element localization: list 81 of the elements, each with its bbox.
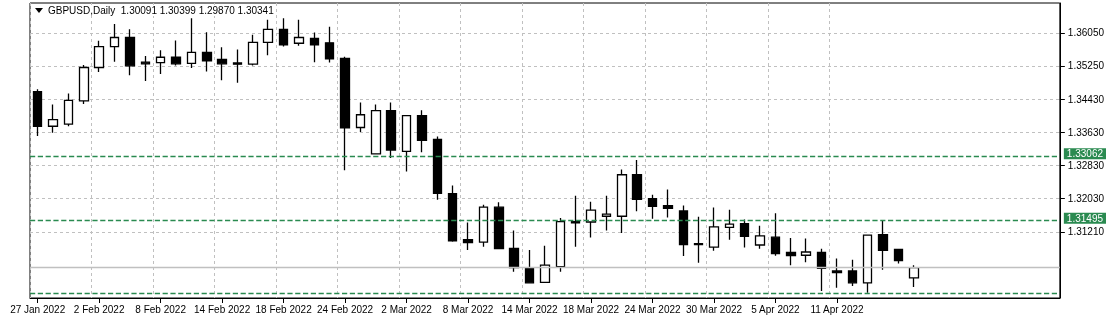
- x-tick-label: 2 Feb 2022: [73, 303, 125, 315]
- x-tick-label: 27 Jan 2022: [10, 303, 66, 315]
- candlestick: [309, 31, 320, 63]
- candlestick: [847, 259, 858, 287]
- candlestick: [831, 257, 843, 289]
- x-tick-label: 24 Mar 2022: [624, 303, 682, 315]
- candlestick: [770, 212, 781, 257]
- x-tick-label: 14 Mar 2022: [501, 303, 559, 315]
- y-tick-label: 1.31210: [1067, 226, 1105, 238]
- x-tick-label: 2 Mar 2022: [381, 303, 433, 315]
- candlestick: [47, 103, 59, 134]
- candlestick: [355, 101, 366, 133]
- candlestick: [862, 234, 873, 294]
- candlestick: [724, 209, 735, 241]
- candlestick: [800, 237, 812, 263]
- candlestick: [216, 46, 228, 81]
- candlestick: [616, 168, 628, 234]
- x-tick-label: 11 Apr 2022: [810, 303, 864, 315]
- candlestick: [478, 204, 489, 248]
- candlestick: [63, 92, 74, 127]
- candlestick: [631, 159, 643, 212]
- candlestick: [570, 195, 581, 248]
- x-tick-label: 24 Feb 2022: [317, 303, 374, 315]
- chart-title: GBPUSD,Daily 1.30091 1.30399 1.29870 1.30341: [48, 5, 274, 16]
- candlestick: [78, 64, 90, 105]
- candlestick: [555, 217, 566, 273]
- y-tick-label: 1.33630: [1067, 126, 1105, 138]
- candlestick: [585, 201, 597, 239]
- candlestick: [785, 237, 797, 266]
- candlestick: [432, 135, 443, 201]
- y-tick-label: 1.36050: [1067, 27, 1105, 39]
- candlestick: [739, 218, 750, 249]
- candlestick: [462, 221, 474, 251]
- candlestick: [232, 48, 243, 84]
- candlestick: [877, 220, 889, 271]
- candlestick: [816, 248, 827, 292]
- candlestick: [524, 249, 535, 284]
- candlestick: [155, 49, 166, 75]
- candlestick: [539, 245, 551, 284]
- candlestick: [401, 114, 412, 173]
- candlestick: [278, 17, 289, 48]
- candlestick: [186, 17, 197, 69]
- candlestick: [93, 40, 105, 73]
- candlestick: [170, 39, 182, 67]
- y-tick-label: 1.32830: [1067, 159, 1105, 171]
- x-tick-label: 8 Mar 2022: [442, 303, 494, 315]
- candlestick: [385, 101, 397, 159]
- candlestick: [708, 206, 720, 252]
- x-tick-label: 14 Feb 2022: [194, 303, 251, 315]
- candlestick: [124, 28, 136, 76]
- candlestick: [339, 56, 351, 171]
- candlestick: [754, 225, 766, 250]
- candlestick: [447, 184, 458, 243]
- candlestick: [893, 248, 904, 265]
- candlestick: [32, 88, 43, 137]
- candlestick: [662, 188, 674, 219]
- x-tick-label: 5 Apr 2022: [751, 303, 801, 315]
- candlestick: [201, 31, 213, 73]
- ref-line-label: 1.31495: [1066, 212, 1104, 224]
- candlestick: [370, 103, 382, 155]
- candlestick: [508, 229, 520, 273]
- x-tick-label: 8 Feb 2022: [135, 303, 187, 315]
- candlestick: [601, 195, 612, 232]
- candlestick: [109, 23, 120, 63]
- x-tick-label: 30 Mar 2022: [685, 303, 743, 315]
- candlestick: [140, 55, 151, 82]
- y-tick-label: 1.34430: [1067, 94, 1105, 106]
- x-tick-label: 18 Feb 2022: [255, 303, 313, 315]
- candlestick: [416, 109, 428, 153]
- x-tick-label: 18 Mar 2022: [562, 303, 620, 315]
- candlestick: [262, 19, 274, 56]
- y-tick-label: 1.35250: [1067, 60, 1105, 72]
- candlestick: [678, 204, 689, 257]
- ref-line-label: 1.33062: [1066, 148, 1104, 160]
- candlestick: [647, 194, 658, 220]
- candlestick: [247, 33, 259, 67]
- candlestick: [324, 26, 335, 64]
- candlestick: [493, 201, 505, 250]
- candlestick: [693, 216, 704, 264]
- candlestick: [293, 19, 305, 47]
- y-tick-label: 1.32030: [1067, 192, 1105, 204]
